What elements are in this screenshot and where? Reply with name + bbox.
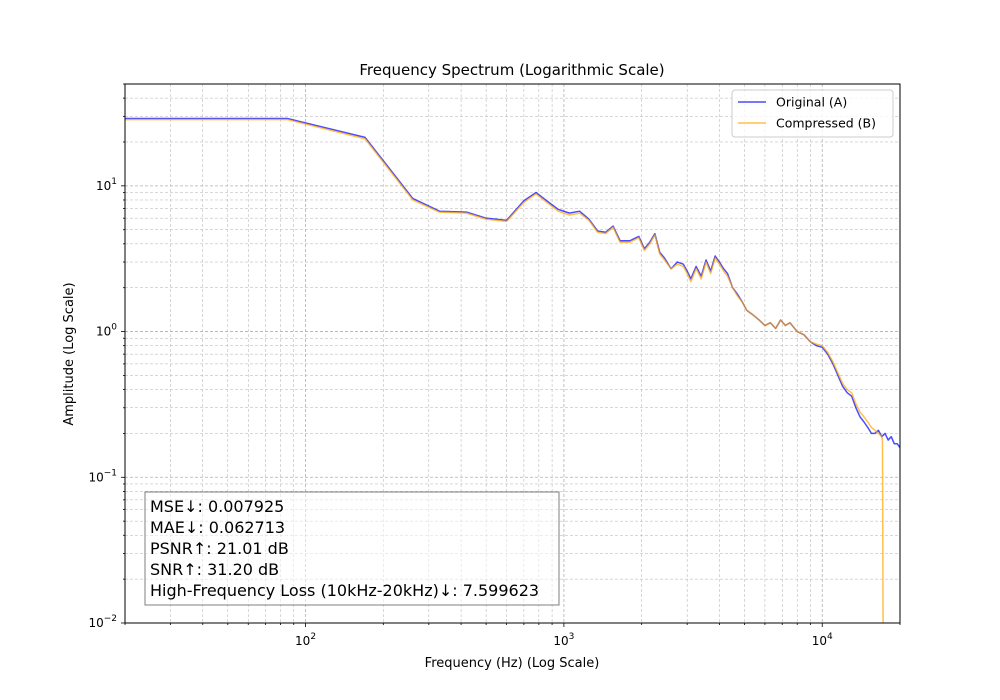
legend-box: [731, 89, 894, 138]
y-tick-label: 100: [96, 323, 117, 339]
y-tick-label: 101: [96, 177, 117, 193]
legend-label-original: Original (A): [776, 95, 847, 110]
series-line-compressed: [125, 118, 884, 623]
y-axis-ticks: 10−2 10−1 100 101: [88, 83, 125, 630]
x-axis-label: Frequency (Hz) (Log Scale): [425, 656, 600, 671]
metrics-box-frame: [144, 491, 560, 606]
series-layer: [125, 117, 900, 623]
chart-title: Frequency Spectrum (Logarithmic Scale): [359, 61, 664, 79]
metric-psnr: PSNR↑: 21.01 dB: [150, 539, 289, 558]
x-tick-label: 102: [295, 632, 316, 648]
x-tick-label: 104: [812, 632, 833, 648]
legend: Original (A) Compressed (B): [731, 89, 894, 138]
legend-label-compressed: Compressed (B): [776, 116, 876, 131]
metric-high-frequency-loss: High-Frequency Loss (10kHz-20kHz)↓: 7.59…: [150, 581, 539, 600]
x-axis-ticks: 102 103 104: [124, 623, 901, 648]
metric-mae: MAE↓: 0.062713: [150, 518, 285, 537]
y-axis-label: Amplitude (Log Scale): [62, 282, 77, 425]
x-tick-label: 103: [553, 632, 574, 648]
metric-snr: SNR↑: 31.20 dB: [150, 560, 279, 579]
series-line-original: [125, 117, 900, 448]
y-tick-label: 10−2: [88, 614, 117, 630]
metrics-box: MSE↓: 0.007925 MAE↓: 0.062713 PSNR↑: 21.…: [144, 491, 560, 606]
metric-mse: MSE↓: 0.007925: [150, 497, 284, 516]
plot-frame: [124, 83, 901, 624]
y-tick-label: 10−1: [88, 468, 117, 484]
